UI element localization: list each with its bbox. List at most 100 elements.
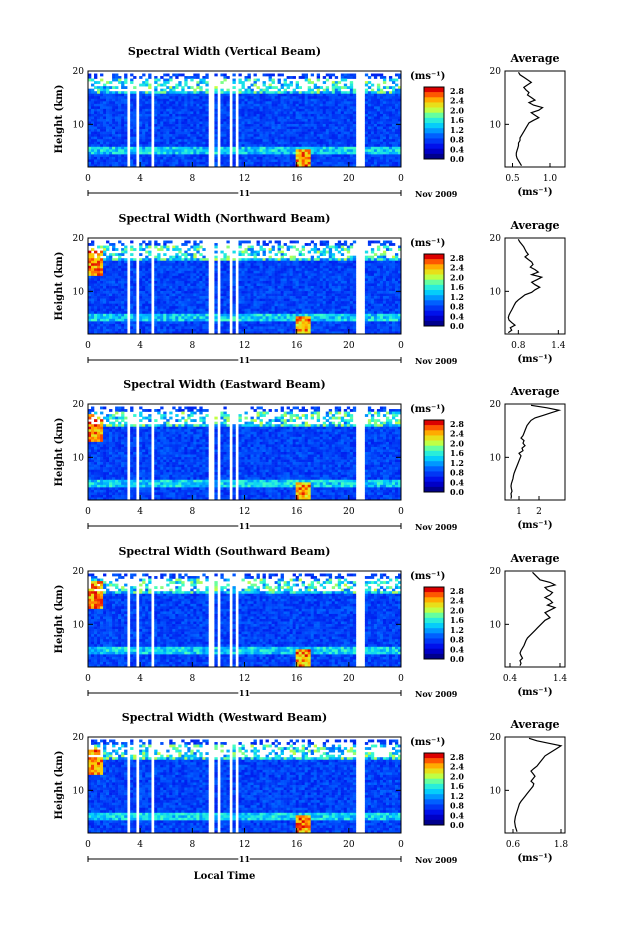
heatmap-cell — [193, 248, 197, 251]
heatmap-cell — [394, 141, 399, 145]
heatmap-cell — [370, 126, 375, 130]
heatmap-cell — [169, 291, 173, 294]
heatmap-cell — [112, 141, 116, 145]
heatmap-cell — [169, 139, 173, 143]
heatmap-cell — [175, 96, 179, 100]
heatmap-cell — [196, 161, 200, 165]
heatmap-cell — [292, 119, 296, 122]
heatmap-cell — [382, 113, 387, 117]
heatmap-cell — [88, 126, 92, 130]
heatmap-cell — [196, 106, 200, 110]
heatmap-cell — [271, 151, 275, 155]
heatmap-cell — [184, 164, 188, 168]
heatmap-cell — [307, 96, 312, 100]
heatmap-cell — [319, 253, 324, 256]
heatmap-cell — [385, 119, 390, 122]
heatmap-cell — [247, 134, 251, 137]
heatmap-cell — [349, 270, 354, 274]
heatmap-cell — [385, 103, 390, 107]
heatmap-cell — [373, 119, 378, 122]
heatmap-cell — [259, 288, 263, 292]
heatmap-cell — [391, 131, 396, 135]
heatmap-cell — [364, 260, 369, 264]
heatmap-cell — [340, 76, 345, 79]
heatmap-cell — [376, 88, 381, 92]
heatmap-cell — [172, 164, 176, 168]
heatmap-cell — [373, 103, 378, 107]
heatmap-cell — [253, 96, 257, 100]
heatmap-cell — [175, 83, 179, 87]
heatmap-cell — [118, 141, 122, 145]
heatmap-cell — [247, 265, 251, 269]
heatmap-cell — [394, 286, 399, 289]
heatmap-cell — [187, 124, 191, 127]
heatmap-cell — [220, 164, 224, 168]
heatmap-cell — [256, 103, 260, 107]
heatmap-cell — [307, 280, 312, 284]
heatmap-cell — [253, 270, 257, 274]
heatmap-cell — [367, 291, 372, 294]
heatmap-cell — [385, 111, 390, 115]
heatmap-cell — [388, 78, 393, 82]
heatmap-cell — [307, 119, 312, 122]
heatmap-cell — [325, 131, 330, 135]
heatmap-cell — [241, 159, 245, 163]
heatmap-cell — [385, 240, 390, 244]
heatmap-cell — [313, 296, 318, 299]
heatmap-cell — [160, 151, 164, 155]
heatmap-cell — [160, 156, 164, 160]
heatmap-cell — [292, 260, 296, 264]
heatmap-cell — [241, 111, 245, 115]
x-tick-label: 0 — [85, 174, 91, 184]
heatmap-cell — [397, 101, 402, 105]
heatmap-cell — [295, 91, 299, 95]
heatmap-cell — [271, 154, 275, 158]
heatmap-cell — [304, 156, 308, 160]
heatmap-cell — [247, 164, 251, 168]
heatmap-cell — [199, 101, 203, 105]
heatmap-cell — [376, 124, 381, 127]
heatmap-cell — [109, 280, 113, 284]
heatmap-cell — [388, 268, 393, 272]
heatmap-cell — [334, 131, 339, 135]
heatmap-cell — [391, 86, 396, 89]
heatmap-cell — [286, 154, 290, 158]
heatmap-cell — [394, 149, 399, 153]
heatmap-cell — [220, 88, 224, 92]
heatmap-cell — [130, 73, 134, 77]
heatmap-cell — [298, 111, 302, 115]
heatmap-cell — [169, 164, 173, 168]
heatmap-cell — [88, 134, 92, 137]
heatmap-cell — [91, 146, 95, 150]
heatmap-cell — [376, 280, 381, 284]
heatmap-cell — [289, 116, 293, 120]
heatmap-cell — [259, 275, 263, 279]
heatmap-cell — [172, 270, 176, 274]
heatmap-cell — [373, 291, 378, 294]
heatmap-cell — [352, 136, 357, 140]
heatmap-cell — [160, 286, 164, 289]
heatmap-cell — [244, 96, 248, 100]
heatmap-cell — [220, 91, 224, 95]
heatmap-cell — [319, 113, 324, 117]
heatmap-cell — [172, 265, 176, 269]
heatmap-cell — [259, 98, 263, 102]
heatmap-cell — [310, 268, 315, 272]
heatmap-cell — [94, 108, 98, 112]
heatmap-cell — [373, 108, 378, 112]
heatmap-cell — [307, 141, 312, 145]
heatmap-cell — [382, 76, 387, 79]
heatmap-cell — [103, 91, 107, 95]
heatmap-cell — [148, 139, 152, 143]
heatmap-cell — [322, 248, 327, 251]
heatmap-cell — [187, 253, 191, 256]
heatmap-cell — [160, 139, 164, 143]
heatmap-cell — [334, 146, 339, 150]
heatmap-cell — [322, 253, 327, 256]
heatmap-cell — [196, 146, 200, 150]
heatmap-cell — [340, 113, 345, 117]
heatmap-cell — [277, 78, 281, 82]
heatmap-cell — [232, 286, 236, 289]
heatmap-cell — [259, 149, 263, 153]
heatmap-cell — [157, 293, 161, 297]
